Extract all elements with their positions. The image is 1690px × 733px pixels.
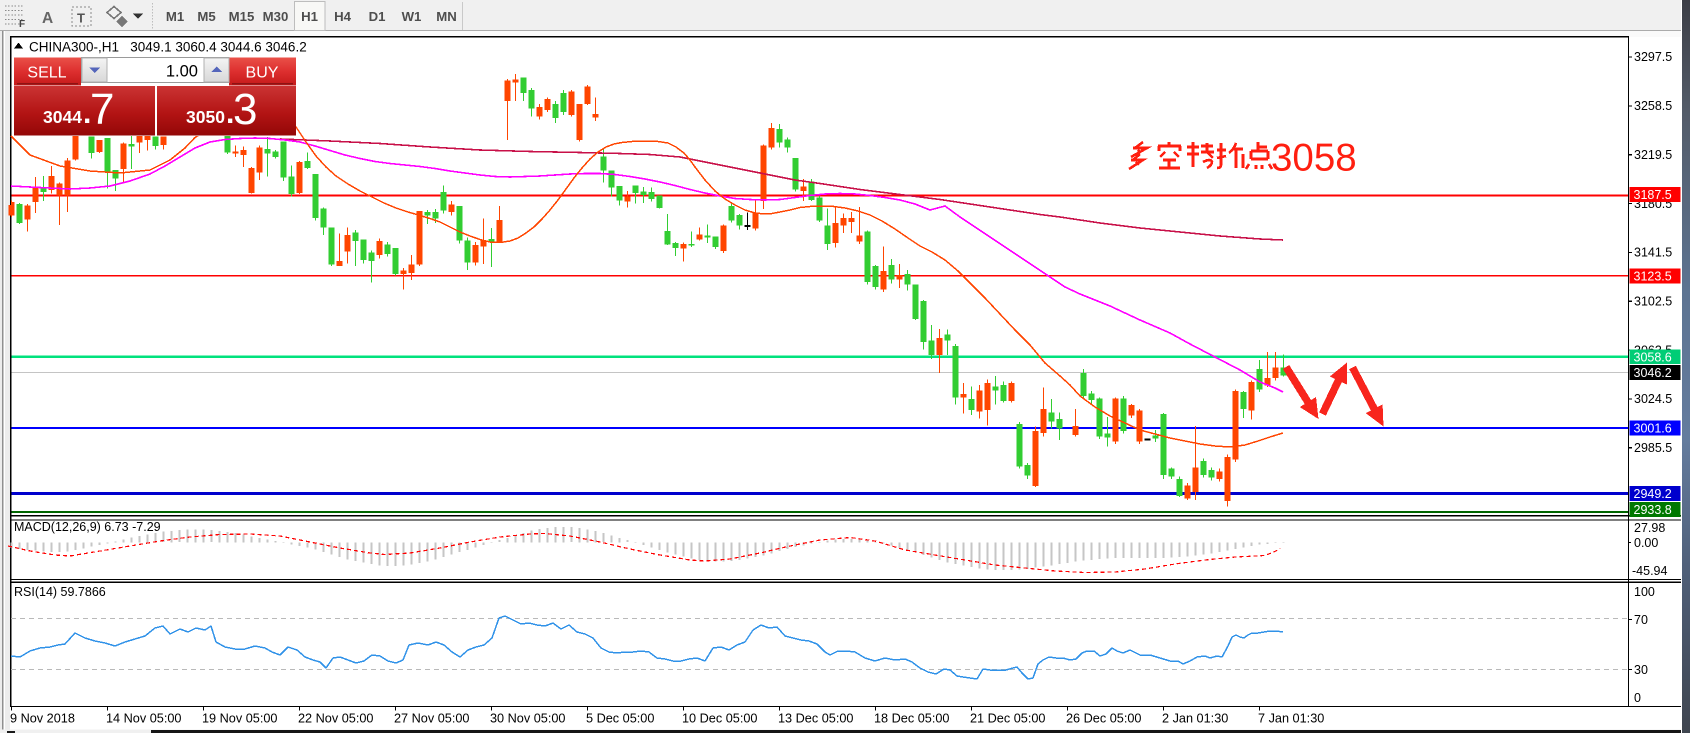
svg-text:D1: D1	[369, 9, 386, 24]
svg-text:-45.94: -45.94	[1632, 564, 1667, 578]
svg-text:3141.5: 3141.5	[1634, 246, 1672, 260]
svg-text:3024.5: 3024.5	[1634, 392, 1672, 406]
svg-text:19 Nov 05:00: 19 Nov 05:00	[202, 712, 277, 726]
svg-text:2985.5: 2985.5	[1634, 441, 1672, 455]
svg-text:M30: M30	[263, 9, 289, 24]
svg-text:3297.5: 3297.5	[1634, 50, 1672, 64]
svg-text:F: F	[19, 19, 25, 30]
svg-text:7: 7	[90, 85, 114, 134]
svg-text:3001.6: 3001.6	[1634, 422, 1672, 436]
svg-text:T: T	[77, 11, 85, 26]
svg-text:CHINA300-,H1 3049.1 3060.4 3: CHINA300-,H1 3049.1 3060.4 3044.6 3046.2	[29, 40, 307, 55]
svg-text:100: 100	[1634, 585, 1655, 599]
svg-text:0: 0	[1634, 691, 1641, 705]
svg-text:3046.2: 3046.2	[1634, 366, 1672, 380]
svg-text:MN: MN	[436, 9, 457, 24]
svg-text:2949.2: 2949.2	[1634, 487, 1672, 501]
svg-text:3050: 3050	[186, 107, 225, 127]
svg-text:5 Dec 05:00: 5 Dec 05:00	[586, 712, 654, 726]
svg-text:BUY: BUY	[246, 65, 279, 82]
svg-text:21 Dec 05:00: 21 Dec 05:00	[970, 712, 1045, 726]
svg-text:M5: M5	[197, 9, 215, 24]
svg-text:30: 30	[1634, 663, 1648, 677]
svg-text:0.00: 0.00	[1634, 536, 1658, 550]
svg-text:22 Nov 05:00: 22 Nov 05:00	[298, 712, 373, 726]
svg-text:9 Nov 2018: 9 Nov 2018	[10, 712, 75, 726]
svg-text:.: .	[83, 97, 91, 130]
svg-text:A: A	[42, 10, 53, 27]
svg-text:3187.5: 3187.5	[1634, 188, 1672, 202]
svg-text:3219.5: 3219.5	[1634, 148, 1672, 162]
svg-text:14 Nov 05:00: 14 Nov 05:00	[106, 712, 181, 726]
svg-text:3102.5: 3102.5	[1634, 295, 1672, 309]
svg-text:10 Dec 05:00: 10 Dec 05:00	[682, 712, 757, 726]
svg-text:13 Dec 05:00: 13 Dec 05:00	[778, 712, 853, 726]
svg-text:18 Dec 05:00: 18 Dec 05:00	[874, 712, 949, 726]
svg-text:M15: M15	[229, 9, 255, 24]
svg-text:70: 70	[1634, 613, 1648, 627]
svg-text:W1: W1	[402, 9, 422, 24]
svg-text:3123.5: 3123.5	[1634, 270, 1672, 284]
svg-text:.: .	[226, 97, 234, 130]
svg-text:M1: M1	[166, 9, 184, 24]
svg-text:7 Jan 01:30: 7 Jan 01:30	[1258, 712, 1324, 726]
svg-text:3258.5: 3258.5	[1634, 99, 1672, 113]
svg-text:1.00: 1.00	[166, 63, 198, 81]
svg-text:27.98: 27.98	[1634, 521, 1665, 535]
svg-text:30 Nov 05:00: 30 Nov 05:00	[490, 712, 565, 726]
svg-text:3044: 3044	[43, 107, 82, 127]
svg-text:27 Nov 05:00: 27 Nov 05:00	[394, 712, 469, 726]
svg-text:H1: H1	[301, 9, 318, 24]
svg-text:3058.6: 3058.6	[1634, 350, 1672, 364]
svg-text:MACD(12,26,9) 6.73 -7.29: MACD(12,26,9) 6.73 -7.29	[14, 520, 161, 534]
svg-text:H4: H4	[334, 9, 352, 24]
svg-text:RSI(14) 59.7866: RSI(14) 59.7866	[14, 585, 106, 599]
svg-text:2933.8: 2933.8	[1634, 503, 1672, 517]
svg-text:3058: 3058	[1271, 137, 1357, 180]
svg-text:SELL: SELL	[27, 65, 66, 82]
svg-text:3: 3	[233, 85, 257, 134]
svg-text:26 Dec 05:00: 26 Dec 05:00	[1066, 712, 1141, 726]
svg-text:2 Jan 01:30: 2 Jan 01:30	[1162, 712, 1228, 726]
